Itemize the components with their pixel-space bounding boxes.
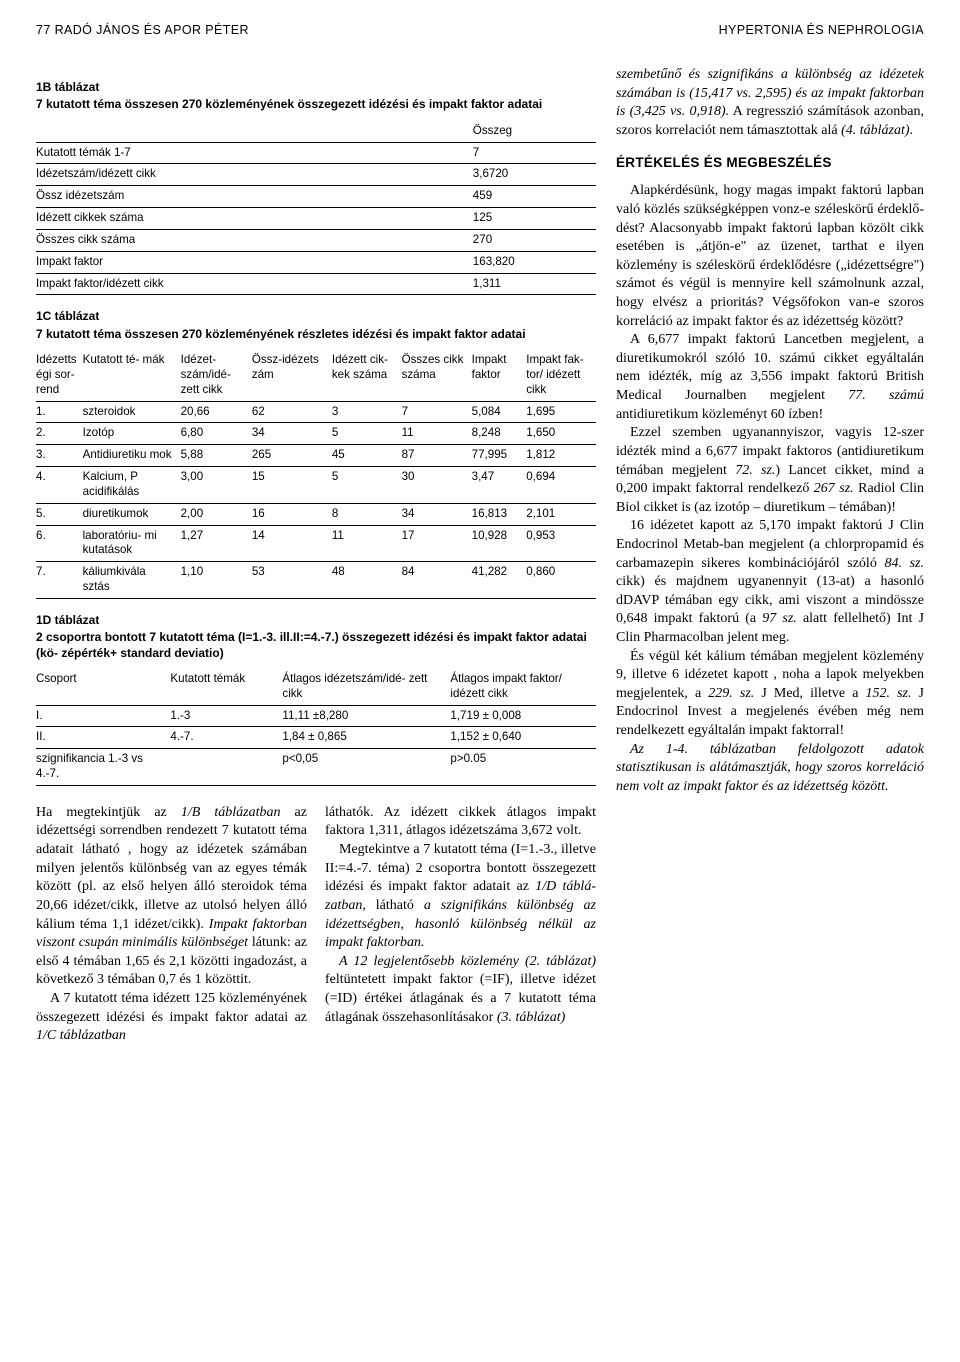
paragraph: szembetűnő és szignifikáns a különbség a…: [616, 66, 924, 140]
body-col-mid: láthatók. Az idézett cikkek átlagos impa…: [325, 804, 596, 1046]
paragraph: És végül két kálium témában megje­lent k…: [616, 648, 924, 741]
table-row: Idézetszám/idézett cikk3,6720: [36, 164, 596, 186]
header-left: 77 RADÓ JÁNOS ÉS APOR PÉTER: [36, 22, 249, 38]
table-row: 5.diuretikumok2,001683416,8132,101: [36, 503, 596, 525]
table1d-caption: 1D táblázat: [36, 613, 596, 628]
header-right: HYPERTONIA ÉS NEPHROLOGIA: [719, 22, 924, 38]
table-row: szignifikancia 1.-3 vs 4.-7.p<0,05p>0.05: [36, 749, 596, 786]
table-row: I.1.-311,11 ±8,2801,719 ± 0,008: [36, 705, 596, 727]
table-row: 4.Kalcium, P acidifikálás3,00155303,470,…: [36, 467, 596, 504]
table-row: 6.laboratóriu- mi kutatások1,2714111710,…: [36, 525, 596, 562]
table-row: Összes cikk száma270: [36, 229, 596, 251]
table-row: Impakt faktor163,820: [36, 251, 596, 273]
paragraph: Ha megtekintjük az 1/B táblázatban az id…: [36, 804, 307, 990]
right-column: szembetűnő és szignifikáns a különbség a…: [616, 66, 924, 1046]
table1c-subcap: 7 kutatott téma összesen 270 közleményén…: [36, 327, 596, 342]
table-row: 3.Antidiuretiku mok5,88265458777,9951,81…: [36, 445, 596, 467]
paragraph: A 6,677 impakt faktorú Lancetben megjele…: [616, 331, 924, 424]
paragraph: láthatók. Az idézett cikkek átlagos impa…: [325, 804, 596, 841]
body-text-columns: Ha megtekintjük az 1/B táblázatban az id…: [36, 804, 596, 1046]
table-row: 2.Izotóp6,80345118,2481,650: [36, 423, 596, 445]
table-row: Kutatott témák 1-77: [36, 142, 596, 164]
table-row: II.4.-7.1,84 ± 0,8651,152 ± 0,640: [36, 727, 596, 749]
table-row: Össz idézetszám459: [36, 186, 596, 208]
table1b-subcap: 7 kutatott téma összesen 270 közleményén…: [36, 97, 596, 112]
table-row: Idézetts égi sor- rendKutatott té- mák I…: [36, 350, 596, 401]
paragraph: 16 idézetet kapott az 5,170 impakt fakto…: [616, 517, 924, 647]
table-row: Impakt faktor/idézett cikk1,311: [36, 273, 596, 295]
table1d-subcap: 2 csoportra bontott 7 kutatott téma (I=1…: [36, 630, 596, 661]
table-1c: Idézetts égi sor- rendKutatott té- mák I…: [36, 350, 596, 599]
table-row: 7.káliumkivála sztás1,1053488441,2820,86…: [36, 562, 596, 599]
paragraph: A 7 kutatott téma idézett 125 közle­mény…: [36, 990, 307, 1046]
paragraph: A 12 legjelentősebb közlemény (2. táb­lá…: [325, 953, 596, 1027]
paragraph: Az 1-4. táblázatban feldolgozott ada­tok…: [616, 741, 924, 797]
section-heading: ÉRTÉKELÉS ÉS MEGBESZÉLÉS: [616, 154, 924, 172]
table-row: Idézett cikkek száma125: [36, 208, 596, 230]
paragraph: Ezzel szemben ugyanannyiszor, va­gyis 12…: [616, 424, 924, 517]
table1b-caption: 1B táblázat: [36, 80, 596, 95]
paragraph: Alapkérdésünk, hogy magas impakt faktorú…: [616, 182, 924, 331]
table-row: Összeg: [36, 121, 596, 142]
paragraph: Megtekintve a 7 kutatott téma (I=1.-3., …: [325, 841, 596, 953]
table1c-caption: 1C táblázat: [36, 309, 596, 324]
table-row: CsoportKutatott témák Átlagos idézetszám…: [36, 669, 596, 705]
table-row: 1.szteroidok20,6662375,0841,695: [36, 401, 596, 423]
body-col-left: Ha megtekintjük az 1/B táblázatban az id…: [36, 804, 307, 1046]
th: Összeg: [473, 121, 596, 142]
table-1d: CsoportKutatott témák Átlagos idézetszám…: [36, 669, 596, 786]
page-header: 77 RADÓ JÁNOS ÉS APOR PÉTER HYPERTONIA É…: [36, 22, 924, 38]
table-1b: Összeg Kutatott témák 1-77 Idézetszám/id…: [36, 121, 596, 296]
